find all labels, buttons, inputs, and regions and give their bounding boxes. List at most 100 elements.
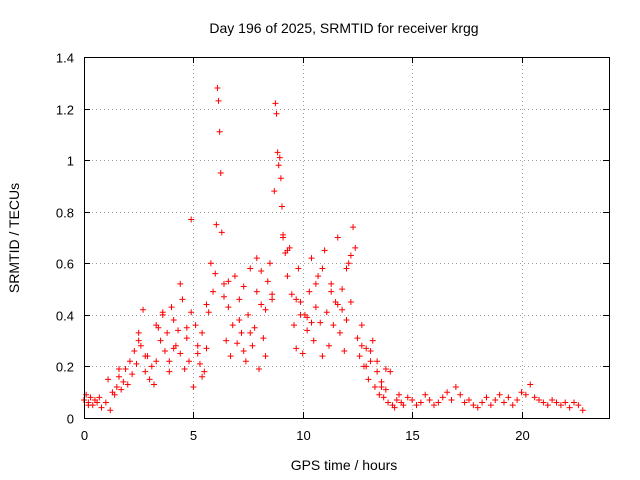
- data-point: [323, 309, 330, 316]
- data-point: [262, 353, 269, 360]
- data-point: [179, 296, 186, 303]
- data-point: [113, 384, 120, 391]
- data-point: [315, 273, 322, 280]
- data-point: [531, 394, 538, 401]
- data-point: [328, 280, 335, 287]
- data-point: [466, 396, 472, 403]
- data-point: [417, 399, 424, 406]
- data-point: [319, 353, 326, 360]
- data-series: [81, 84, 586, 414]
- data-point: [378, 384, 385, 391]
- data-point: [378, 378, 385, 385]
- data-point: [142, 368, 149, 375]
- data-point: [225, 304, 232, 311]
- data-point: [461, 399, 468, 406]
- data-point: [354, 335, 361, 342]
- data-point: [133, 360, 140, 367]
- data-point: [358, 322, 365, 329]
- data-point: [321, 247, 328, 254]
- data-point: [343, 265, 350, 272]
- data-point: [258, 301, 265, 308]
- data-point: [188, 216, 195, 223]
- data-point: [135, 329, 142, 336]
- data-point: [175, 327, 182, 334]
- data-point: [221, 280, 227, 287]
- data-point: [278, 203, 285, 210]
- data-point: [365, 376, 372, 383]
- grid: [84, 57, 609, 418]
- data-point: [299, 350, 306, 357]
- data-point: [448, 396, 455, 403]
- y-tick-label: 1.2: [56, 103, 74, 118]
- data-point: [284, 247, 291, 254]
- data-point: [247, 329, 254, 336]
- data-point: [188, 309, 195, 316]
- data-point: [385, 399, 392, 406]
- data-point: [345, 260, 352, 267]
- y-tick-label: 0.6: [56, 257, 74, 272]
- data-point: [247, 265, 254, 272]
- data-point: [413, 402, 420, 409]
- data-point: [367, 358, 374, 365]
- data-point: [266, 260, 273, 267]
- data-point: [308, 255, 315, 262]
- data-point: [422, 391, 429, 398]
- data-point: [122, 366, 129, 373]
- data-point: [319, 265, 326, 272]
- data-point: [229, 322, 236, 329]
- data-point: [312, 280, 319, 287]
- data-point: [168, 304, 175, 311]
- data-point: [210, 288, 217, 295]
- data-point: [120, 378, 127, 385]
- data-point: [186, 358, 192, 365]
- data-point: [339, 306, 346, 313]
- data-point: [225, 278, 232, 285]
- data-point: [277, 175, 284, 182]
- x-tick-label: 10: [296, 428, 310, 443]
- data-point: [369, 337, 376, 344]
- data-point: [291, 322, 297, 329]
- data-point: [194, 350, 201, 357]
- data-point: [166, 358, 173, 365]
- data-point: [102, 399, 109, 406]
- data-point: [129, 371, 136, 378]
- data-point: [153, 322, 160, 329]
- data-point: [579, 407, 586, 414]
- data-point: [161, 347, 168, 354]
- data-point: [487, 402, 494, 409]
- data-point: [308, 319, 315, 326]
- data-point: [330, 322, 337, 329]
- data-point: [273, 110, 280, 117]
- data-point: [205, 309, 212, 316]
- data-point: [96, 394, 103, 401]
- x-tick-label: 15: [405, 428, 419, 443]
- data-point: [426, 396, 433, 403]
- data-point: [479, 399, 486, 406]
- data-point: [258, 268, 265, 275]
- data-point: [196, 360, 203, 367]
- data-point: [190, 384, 197, 391]
- data-point: [124, 381, 131, 388]
- data-point: [199, 373, 206, 380]
- data-point: [170, 317, 177, 324]
- data-point: [409, 396, 416, 403]
- data-point: [391, 404, 398, 411]
- data-point: [457, 391, 464, 398]
- data-point: [334, 234, 341, 241]
- data-point: [492, 396, 499, 403]
- y-axis-title: SRMTID / TECUs: [6, 183, 22, 293]
- data-point: [253, 288, 260, 295]
- data-point: [87, 394, 94, 401]
- data-point: [170, 345, 177, 352]
- data-point: [536, 396, 542, 403]
- y-tick-label: 1: [67, 154, 74, 169]
- data-point: [304, 327, 311, 334]
- data-point: [269, 296, 276, 303]
- data-point: [126, 358, 133, 365]
- data-point: [275, 162, 282, 169]
- data-point: [107, 407, 114, 414]
- data-point: [336, 329, 343, 336]
- data-point: [203, 301, 210, 308]
- data-point: [544, 402, 551, 409]
- data-point: [212, 270, 219, 277]
